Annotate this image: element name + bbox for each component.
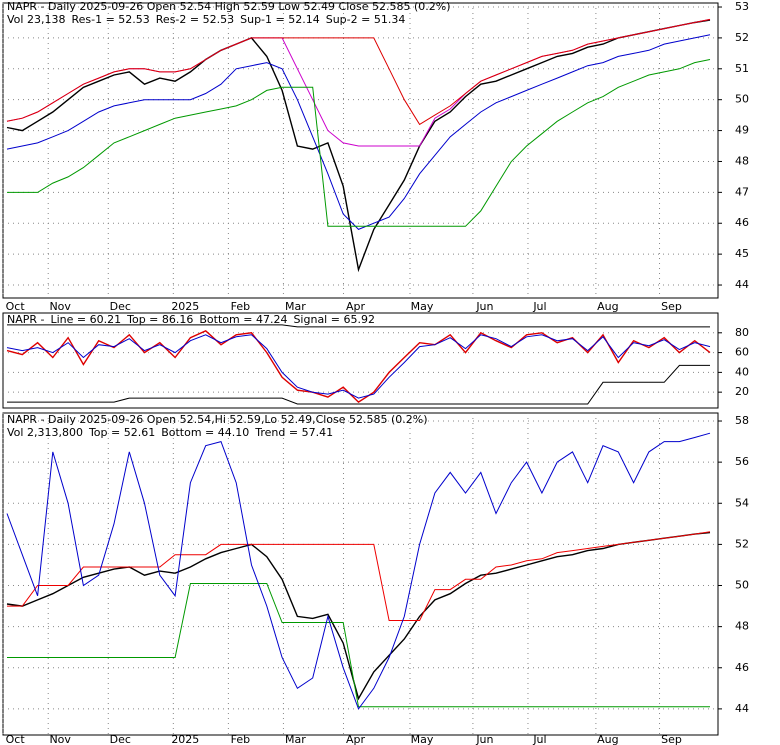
x-tick-label: Sep [661, 300, 682, 313]
legend-entry: Bottom = 47.24 [199, 313, 287, 326]
x-tick-label: Nov [49, 300, 71, 313]
series-line [6, 34, 711, 230]
x-tick-label: Apr [346, 300, 366, 313]
series-line [6, 531, 711, 701]
legend-entry: Top = 86.16 [126, 313, 193, 326]
plot-frame [2, 2, 719, 299]
y-tick-label: 56 [735, 455, 749, 468]
legend-entry: Sup-1 = 52.14 [240, 13, 320, 26]
legend-entry: Top = 52.61 [88, 426, 155, 439]
x-tick-label: Mar [285, 300, 306, 313]
chart-title: NAPR - Daily 2025-09-26 Open 52.54 High … [7, 0, 451, 13]
legend-entry: Bottom = 44.10 [161, 426, 249, 439]
x-tick-label: Nov [49, 733, 71, 745]
series-line [6, 19, 711, 273]
x-tick-label: Jul [532, 300, 546, 313]
y-tick-label: 44 [735, 278, 749, 291]
y-tick-label: 48 [735, 620, 749, 633]
x-tick-label: Jun [475, 733, 493, 745]
legend-entry: Trend = 57.41 [254, 426, 333, 439]
y-tick-label: 52 [735, 31, 749, 44]
x-tick-label: Aug [597, 733, 618, 745]
plot-frame [2, 412, 719, 736]
subtitle: NAPR - [7, 313, 45, 326]
x-tick-label: Oct [6, 733, 26, 745]
y-tick-label: 20 [735, 385, 749, 398]
legend-entry: Res-1 = 52.53 [71, 13, 149, 26]
subtitle: Vol 23,138 [7, 13, 65, 26]
y-tick-label: 47 [735, 185, 749, 198]
x-tick-label: Feb [231, 300, 250, 313]
x-tick-label: Sep [661, 733, 682, 745]
series-line [7, 324, 710, 328]
x-tick-label: May [411, 300, 434, 313]
legend-entry: Sup-2 = 51.34 [326, 13, 406, 26]
series-line [7, 364, 710, 405]
x-tick-label: 2025 [171, 300, 199, 313]
x-tick-label: Dec [110, 300, 131, 313]
y-tick-label: 52 [735, 537, 749, 550]
y-tick-label: 48 [735, 154, 749, 167]
series-line [7, 583, 710, 708]
plot-frame [2, 312, 719, 409]
y-tick-label: 46 [735, 216, 749, 229]
x-tick-label: Aug [597, 300, 618, 313]
y-tick-label: 54 [735, 496, 749, 509]
x-tick-label: May [411, 733, 434, 745]
x-tick-label: Dec [110, 733, 131, 745]
y-tick-label: 45 [735, 247, 749, 260]
y-tick-label: 80 [735, 326, 749, 339]
y-tick-label: 53 [735, 0, 749, 13]
y-tick-label: 44 [735, 702, 749, 715]
x-tick-label: Feb [231, 733, 250, 745]
series-line [6, 18, 711, 126]
y-tick-label: 40 [735, 365, 749, 378]
x-tick-label: 2025 [171, 733, 199, 745]
series-line [7, 531, 711, 621]
y-tick-label: 46 [735, 661, 749, 674]
chart-title: NAPR - Daily 2025-09-26 Open 52.54,Hi 52… [7, 413, 428, 426]
legend-entry: Res-2 = 52.53 [156, 13, 234, 26]
series-line [6, 329, 711, 403]
series-line [6, 334, 711, 399]
x-tick-label: Oct [6, 300, 26, 313]
series-line [6, 432, 711, 710]
x-tick-label: Mar [285, 733, 306, 745]
y-tick-label: 49 [735, 124, 749, 137]
x-tick-label: Apr [346, 733, 366, 745]
y-tick-label: 51 [735, 62, 749, 75]
series-line [7, 59, 711, 227]
x-tick-label: Jun [475, 300, 493, 313]
x-tick-label: Jul [532, 733, 546, 745]
y-tick-label: 50 [735, 579, 749, 592]
y-tick-label: 50 [735, 93, 749, 106]
y-tick-label: 60 [735, 346, 749, 359]
y-tick-label: 58 [735, 414, 749, 427]
legend-entry: Signal = 65.92 [293, 313, 375, 326]
subtitle: Vol 2,313,800 [7, 426, 83, 439]
legend-entry: Line = 60.21 [51, 313, 122, 326]
